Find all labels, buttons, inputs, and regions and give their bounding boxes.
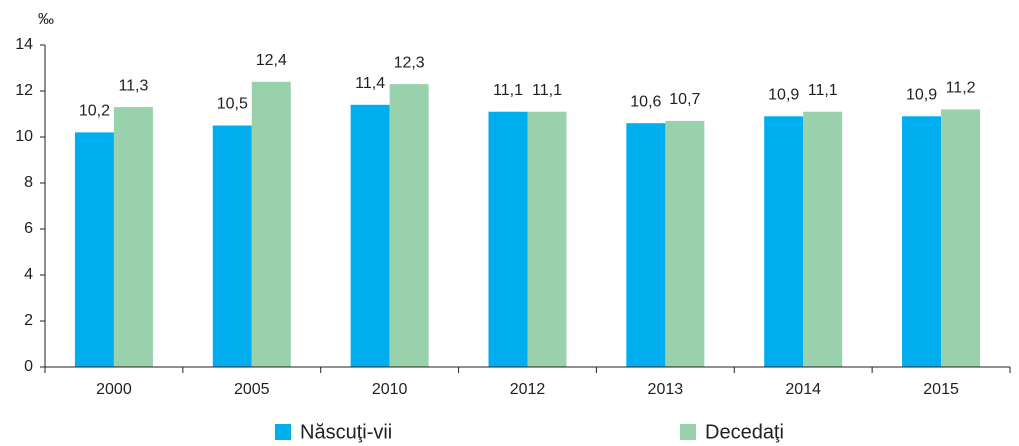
- y-tick-label: 0: [24, 358, 33, 375]
- value-label: 11,1: [808, 82, 838, 99]
- x-tick-label: 2015: [923, 381, 959, 398]
- bar: [488, 111, 528, 367]
- bar: [764, 116, 804, 367]
- value-label: 10,5: [217, 96, 248, 113]
- bar: [626, 123, 666, 367]
- x-tick-label: 2010: [372, 381, 408, 398]
- value-label: 11,2: [946, 80, 976, 97]
- value-label: 11,1: [493, 82, 523, 99]
- bar: [527, 111, 567, 367]
- y-unit: ‰: [38, 11, 54, 28]
- value-label: 10,9: [906, 87, 937, 104]
- bar: [113, 107, 153, 367]
- value-label: 11,1: [532, 82, 562, 99]
- y-tick-label: 6: [24, 220, 33, 237]
- bar: [212, 125, 252, 367]
- x-tick-label: 2000: [96, 381, 132, 398]
- value-label: 12,4: [256, 52, 287, 69]
- value-label: 10,7: [669, 91, 700, 108]
- y-tick-label: 2: [24, 312, 33, 329]
- value-label: 10,6: [630, 93, 661, 110]
- bar: [251, 81, 291, 368]
- legend-label: Decedaţi: [705, 421, 784, 443]
- legend-label: Născuţi-vii: [300, 421, 392, 443]
- legend-swatch: [275, 424, 291, 440]
- value-label: 10,9: [768, 87, 799, 104]
- bar: [941, 109, 981, 368]
- x-tick-label: 2014: [785, 381, 821, 398]
- y-tick-label: 10: [15, 128, 33, 145]
- y-tick-label: 8: [24, 174, 33, 191]
- y-tick-label: 4: [24, 266, 33, 283]
- y-tick-label: 12: [15, 82, 33, 99]
- x-tick-label: 2013: [648, 381, 684, 398]
- x-tick-label: 2005: [234, 381, 270, 398]
- y-tick-label: 14: [15, 36, 33, 53]
- bar: [902, 116, 942, 367]
- value-label: 11,3: [118, 77, 148, 94]
- x-tick-label: 2012: [510, 381, 546, 398]
- value-label: 11,4: [355, 75, 385, 92]
- bar: [803, 111, 843, 367]
- bar: [665, 120, 705, 368]
- legend-swatch: [680, 424, 696, 440]
- bar: [350, 104, 390, 368]
- value-label: 10,2: [79, 103, 110, 120]
- value-label: 12,3: [394, 54, 425, 71]
- bar: [389, 84, 429, 367]
- bar: [74, 132, 114, 367]
